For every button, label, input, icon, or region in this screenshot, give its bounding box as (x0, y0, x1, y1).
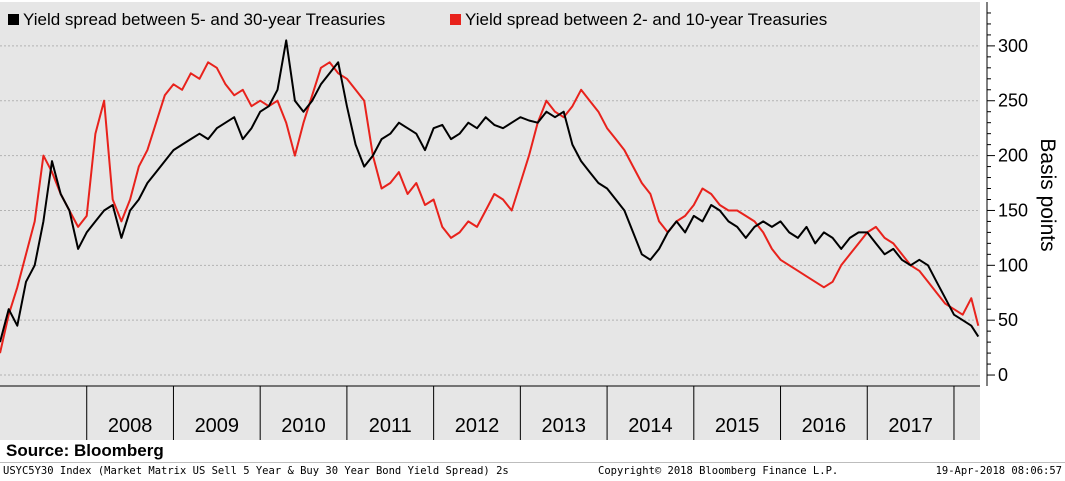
legend-entry: Yield spread between 2- and 10-year Trea… (465, 10, 827, 29)
series-layer (0, 39, 980, 354)
y-axis: 0 50 100 150 200 250 300 (980, 0, 1065, 386)
x-axis-band (0, 386, 980, 440)
footer-bar: USYC5Y30 Index (Market Matrix US Sell 5 … (0, 462, 1065, 481)
series-line (0, 61, 980, 354)
y-tick-label: 50 (998, 310, 1018, 330)
legend-entry: Yield spread between 5- and 30-year Trea… (23, 10, 385, 29)
y-tick-label: 200 (998, 146, 1028, 166)
legend: Yield spread between 5- and 30-year Trea… (8, 10, 827, 29)
x-tick-label: 2011 (369, 415, 412, 437)
y-tick-label: 0 (998, 365, 1008, 385)
x-tick-label: 2010 (281, 415, 326, 437)
x-tick-label: 2017 (888, 415, 933, 437)
chart: 2008 2009 2010 2011 2012 2013 2014 2015 2016 2017… (0, 0, 1065, 440)
y-tick-label: 150 (998, 200, 1028, 220)
source-note: Source: Bloomberg (6, 441, 164, 460)
footer-index-description: USYC5Y30 Index (Market Matrix US Sell 5 … (3, 465, 509, 477)
x-tick-label: 2015 (715, 415, 760, 437)
x-tick-label: 2016 (802, 415, 847, 437)
plot-area (0, 2, 980, 386)
legend-swatch (450, 14, 461, 25)
footer-copyright: Copyright© 2018 Bloomberg Finance L.P. (598, 465, 839, 477)
x-tick-label: 2008 (108, 415, 153, 437)
x-tick-label: 2013 (541, 415, 586, 437)
x-axis: 2008 2009 2010 2011 2012 2013 2014 2015 2016 2017 (0, 385, 980, 440)
series-line (0, 39, 980, 343)
x-tick-label: 2014 (628, 415, 673, 437)
legend-swatch (8, 14, 19, 25)
y-axis-background (980, 0, 1065, 386)
x-tick-label: 2012 (455, 415, 500, 437)
y-tick-label: 300 (998, 36, 1028, 56)
footer-timestamp: 19-Apr-2018 08:06:57 (935, 465, 1062, 477)
y-tick-label: 100 (998, 255, 1028, 275)
x-tick-label: 2009 (195, 415, 240, 437)
y-tick-label: 250 (998, 91, 1028, 111)
y-axis-label: Basis points (1036, 138, 1059, 251)
grid (0, 45, 980, 376)
